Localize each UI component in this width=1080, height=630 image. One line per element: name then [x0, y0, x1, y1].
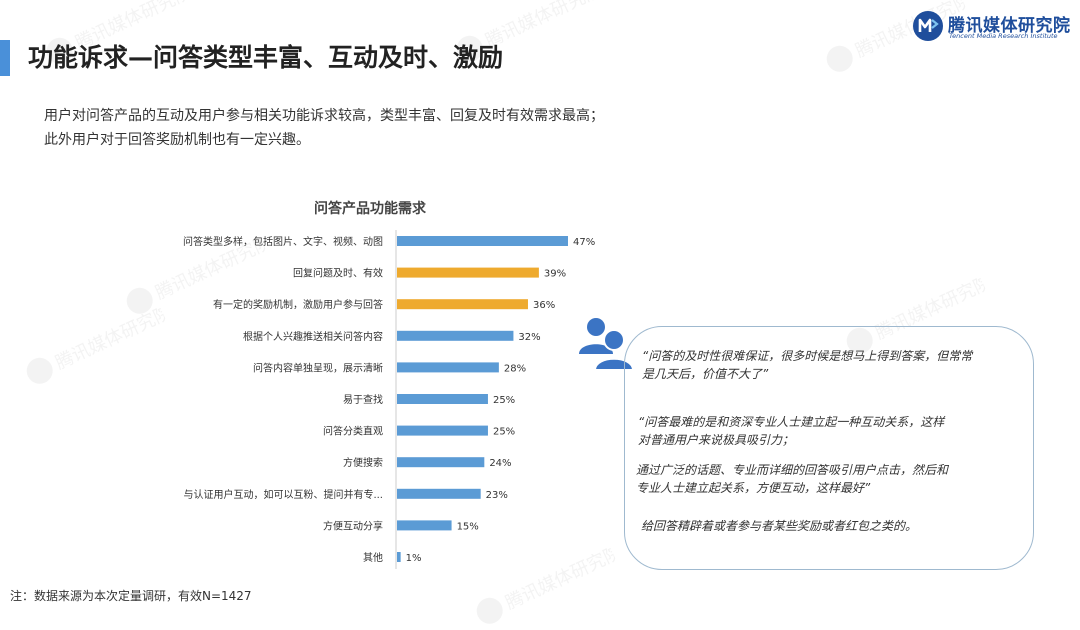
value-label: 32%	[518, 332, 540, 343]
users-icon	[579, 318, 635, 371]
value-label: 24%	[489, 458, 511, 469]
bar	[397, 520, 452, 531]
bar	[397, 330, 514, 341]
category-label: 方便搜索	[343, 456, 383, 469]
bar	[397, 299, 528, 310]
summary-line-1: 用户对问答产品的互动及用户参与相关功能诉求较高，类型丰富、回复及时有效需求最高；	[44, 108, 604, 124]
category-label: 与认证用户互动，如可以互粉、提问并有专...	[183, 488, 383, 501]
bar	[397, 362, 499, 373]
category-label: 问答内容单独呈现，展示清晰	[253, 361, 383, 374]
category-label: 根据个人兴趣推送相关问答内容	[243, 330, 383, 343]
logo: 腾讯媒体研究院 Tencent Media Research Institute	[912, 10, 1072, 44]
value-label: 1%	[406, 553, 422, 564]
bar	[397, 425, 488, 436]
value-label: 39%	[544, 269, 566, 280]
value-label: 23%	[486, 490, 508, 501]
chart-title: 问答产品功能需求	[314, 201, 426, 217]
category-label: 方便互动分享	[323, 519, 383, 532]
quote-1: “问答的及时性很难保证，很多时候是想马上得到答案，但常常 是几天后，价值不大了”	[642, 349, 973, 381]
bar	[397, 236, 568, 246]
category-label: 易于查找	[343, 393, 383, 406]
quote-4: 给回答精辟着或者参与者某些奖励或者红包之类的。	[641, 519, 918, 533]
title-accent-bar	[0, 40, 10, 76]
value-label: 15%	[457, 521, 479, 532]
quote-2: “问答最难的是和资深专业人士建立起一种互动关系，这样 对普通用户来说极具吸引力；	[638, 415, 945, 447]
media-research-logo-icon	[913, 11, 943, 41]
summary-line-2: 此外用户对于回答奖励机制也有一定兴趣。	[44, 132, 310, 148]
value-label: 28%	[504, 363, 526, 374]
summary-text: 用户对问答产品的互动及用户参与相关功能诉求较高，类型丰富、回复及时有效需求最高；…	[44, 104, 604, 152]
value-label: 36%	[533, 300, 555, 311]
category-label: 有一定的奖励机制，激励用户参与回答	[213, 298, 383, 311]
category-label: 问答类型多样，包括图片、文字、视频、动图	[183, 235, 383, 248]
page-title: 功能诉求—问答类型丰富、互动及时、激励	[28, 43, 504, 72]
bar	[397, 457, 485, 468]
category-label: 回复问题及时、有效	[293, 267, 383, 280]
value-label: 25%	[493, 427, 515, 438]
bar	[397, 267, 539, 278]
value-label: 25%	[493, 395, 515, 406]
bar	[397, 552, 401, 562]
category-label: 问答分类直观	[323, 425, 383, 438]
quote-3: 通过广泛的话题、专业而详细的回答吸引用户点击，然后和 专业人士建立起关系，方便互…	[636, 463, 949, 495]
bar	[397, 488, 481, 499]
value-label: 47%	[573, 237, 595, 248]
category-label: 其他	[363, 551, 383, 564]
bar-chart: 问答类型多样，包括图片、文字、视频、动图 47% 回复问题及时、有效 39% 有一定的奖…	[183, 230, 595, 569]
logo-chinese-name: 腾讯媒体研究院	[948, 16, 1071, 36]
quote-box	[624, 326, 1034, 570]
footnote: 注：数据来源为本次定量调研，有效N=1427	[10, 589, 252, 603]
logo-english-name: Tencent Media Research Institute	[949, 32, 1058, 40]
bar	[397, 394, 488, 404]
